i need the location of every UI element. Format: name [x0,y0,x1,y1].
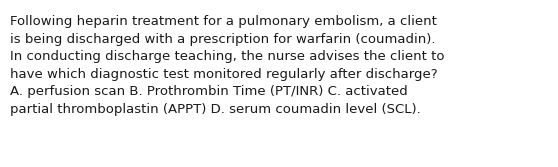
Text: Following heparin treatment for a pulmonary embolism, a client
is being discharg: Following heparin treatment for a pulmon… [10,15,445,116]
